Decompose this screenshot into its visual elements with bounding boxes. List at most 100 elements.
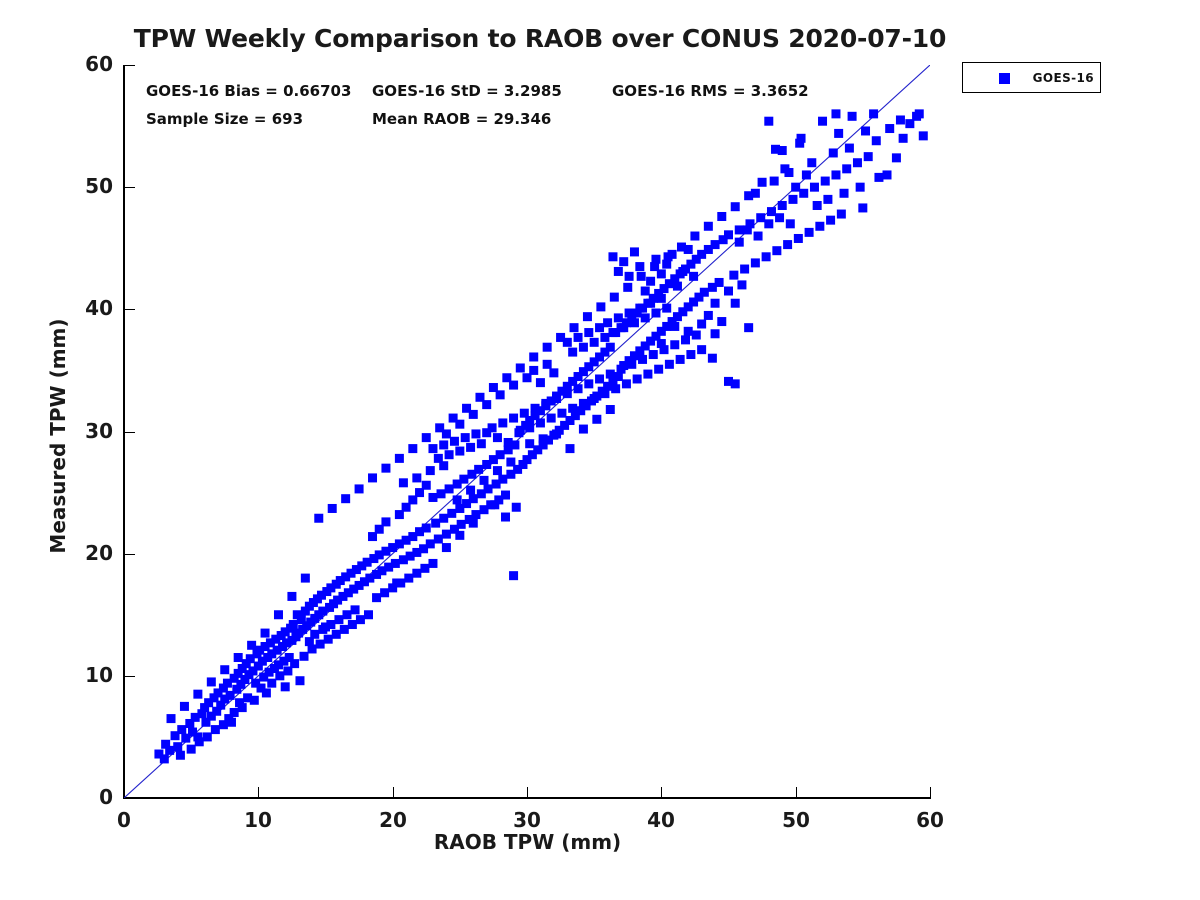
data-point (613, 313, 623, 323)
data-point (818, 116, 828, 126)
data-point (194, 737, 204, 747)
stat-bias: GOES-16 Bias = 0.66703 (146, 82, 352, 100)
data-point (568, 376, 578, 386)
data-point (518, 459, 528, 469)
data-point (683, 326, 693, 336)
y-tick-label-0: 0 (99, 785, 113, 809)
data-point (635, 303, 645, 313)
data-point (494, 495, 504, 505)
data-point (635, 262, 645, 272)
data-point (339, 624, 349, 634)
data-point (812, 200, 822, 210)
data-point (175, 750, 185, 760)
data-point (737, 280, 747, 290)
data-point (510, 440, 520, 450)
data-point (488, 383, 498, 393)
data-point (683, 302, 693, 312)
data-point (498, 474, 508, 484)
data-point (584, 379, 594, 389)
data-point (323, 634, 333, 644)
data-point (408, 532, 418, 542)
data-point (535, 418, 545, 428)
data-point (578, 424, 588, 434)
data-point (503, 445, 513, 455)
data-point (408, 444, 418, 454)
data-point (287, 591, 297, 601)
data-point (714, 277, 724, 287)
data-point (338, 591, 348, 601)
data-point (197, 709, 207, 719)
data-point (578, 367, 588, 377)
data-point (384, 562, 394, 572)
data-point (603, 381, 613, 391)
data-point (449, 436, 459, 446)
data-point (350, 605, 360, 615)
data-point (562, 381, 572, 391)
data-point (522, 455, 532, 465)
data-point (600, 332, 610, 342)
data-point (377, 566, 387, 576)
data-point (589, 337, 599, 347)
data-point (670, 274, 680, 284)
data-point (891, 153, 901, 163)
data-point (605, 405, 615, 415)
data-point (651, 254, 661, 264)
data-point (654, 288, 664, 298)
data-point (492, 466, 502, 476)
data-point (584, 362, 594, 372)
data-point (476, 439, 486, 449)
data-point (441, 543, 451, 553)
data-point (335, 576, 345, 586)
data-point (595, 323, 605, 333)
data-point (179, 701, 189, 711)
data-point (495, 390, 505, 400)
data-point (659, 284, 669, 294)
data-point (447, 508, 457, 518)
data-point (354, 580, 364, 590)
data-point (210, 725, 220, 735)
data-point (273, 660, 283, 670)
data-point (154, 749, 164, 759)
data-point (491, 479, 501, 489)
data-point (372, 569, 382, 579)
legend[interactable]: GOES-16 (962, 62, 1101, 93)
data-point (299, 651, 309, 661)
data-point (459, 474, 469, 484)
data-point (232, 684, 242, 694)
y-tick-label-20: 20 (85, 541, 113, 565)
data-point (777, 146, 787, 156)
data-point (541, 398, 551, 408)
data-point (646, 276, 656, 286)
data-point (482, 428, 492, 438)
data-point (562, 389, 572, 399)
data-point (742, 225, 752, 235)
page-title: TPW Weekly Comparison to RAOB over CONUS… (133, 24, 947, 53)
data-point (374, 550, 384, 560)
data-point (372, 593, 382, 603)
data-point (689, 271, 699, 281)
data-point (436, 489, 446, 499)
data-point (621, 318, 631, 328)
data-point (188, 727, 198, 737)
data-point (343, 588, 353, 598)
data-point (398, 555, 408, 565)
data-point (394, 539, 404, 549)
data-point (871, 136, 881, 146)
data-point (492, 433, 502, 443)
data-point (275, 671, 285, 681)
data-point (744, 323, 754, 333)
data-point (225, 690, 235, 700)
data-point (772, 246, 782, 256)
data-point (793, 233, 803, 243)
data-point (408, 495, 418, 505)
data-point (543, 435, 553, 445)
data-point (341, 572, 351, 582)
data-point (381, 463, 391, 473)
data-point (724, 286, 733, 296)
data-point (525, 423, 535, 433)
data-point (807, 158, 817, 168)
data-point (670, 321, 680, 331)
data-point (842, 164, 852, 174)
data-point (730, 298, 740, 308)
data-point (672, 281, 682, 291)
